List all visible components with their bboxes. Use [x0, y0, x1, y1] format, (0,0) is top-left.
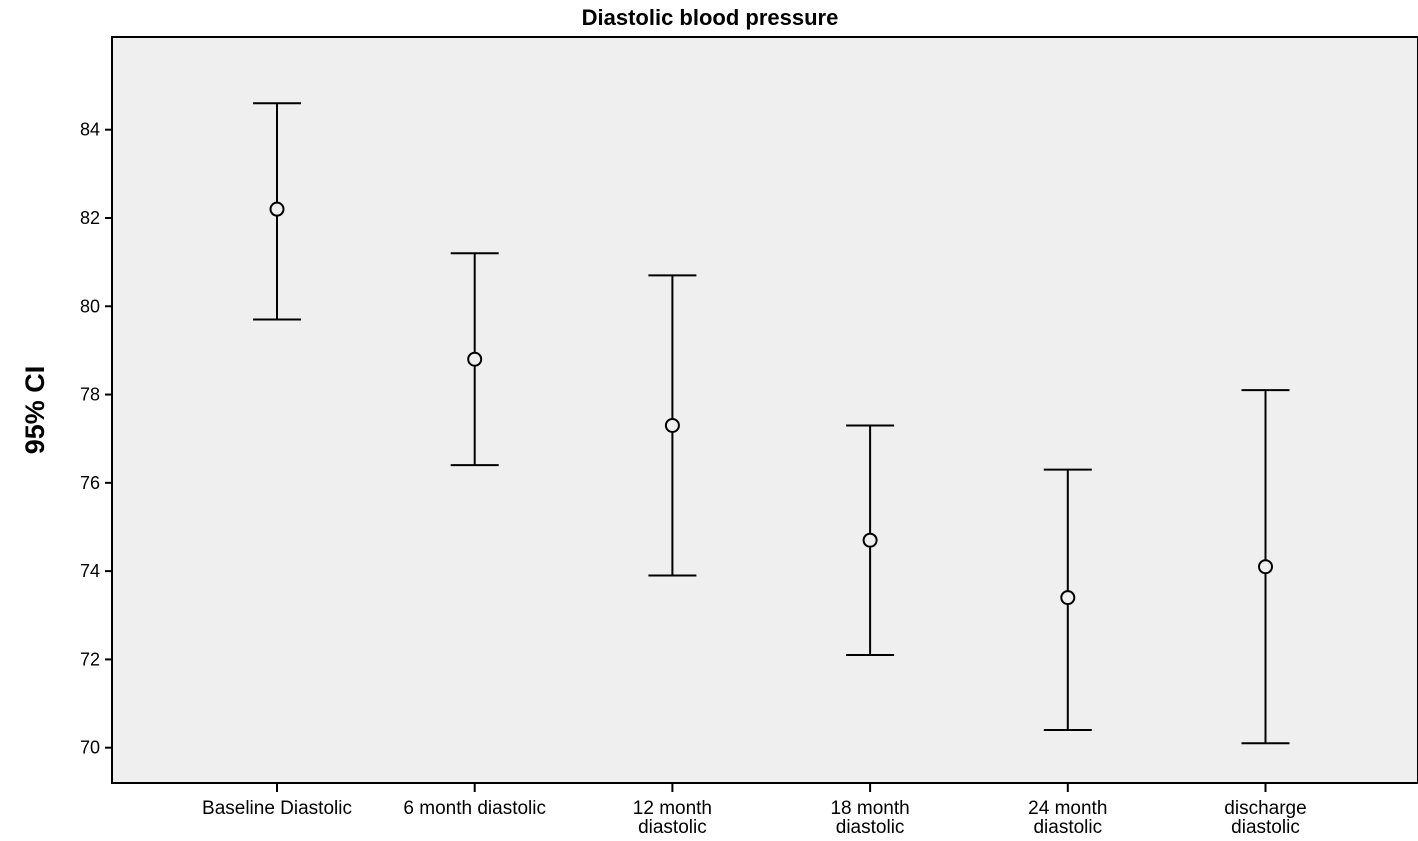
x-tick-label-line: 6 month diastolic — [403, 798, 546, 819]
errorbar-group — [846, 424, 895, 656]
x-tick-label-line: diastolic — [1033, 817, 1102, 836]
y-axis: 70 72 74 76 78 80 82 84 — [80, 120, 112, 758]
errorbar-series — [253, 102, 1290, 745]
errorbar-group — [1241, 389, 1290, 745]
errorbar-group — [648, 274, 697, 577]
errorbar-group — [253, 102, 301, 321]
y-tick-label: 74 — [80, 561, 100, 581]
mean-marker — [1258, 559, 1273, 575]
x-tick-label: Baseline Diastolic — [202, 798, 352, 819]
y-tick-label: 70 — [80, 738, 100, 758]
y-tick-label: 72 — [80, 649, 100, 669]
mean-marker — [1060, 590, 1076, 606]
mean-marker — [664, 417, 680, 433]
x-tick-label: 24 month diastolic — [1028, 798, 1107, 836]
y-tick-label: 76 — [80, 473, 100, 493]
x-tick-label: discharge diastolic — [1224, 798, 1306, 836]
x-tick-label: 12 month diastolic — [633, 798, 712, 836]
errorbar-group — [1043, 468, 1092, 732]
x-tick-label-line: 12 month — [633, 798, 712, 819]
y-tick-label: 82 — [80, 208, 100, 228]
y-tick-label: 84 — [80, 120, 100, 140]
x-tick-label-line: diastolic — [836, 817, 905, 836]
x-tick-label-line: Baseline Diastolic — [202, 798, 352, 819]
x-tick-label-line: 24 month — [1028, 798, 1107, 819]
x-tick-label-line: discharge — [1224, 798, 1306, 819]
mean-marker — [269, 201, 285, 217]
x-tick-label-line: 18 month — [830, 798, 909, 819]
chart-title: Diastolic blood pressure — [582, 5, 839, 30]
x-tick-label: 18 month diastolic — [830, 798, 909, 836]
y-axis-label: 95% CI — [20, 366, 50, 455]
mean-marker — [862, 532, 878, 548]
y-tick-label: 78 — [80, 385, 100, 405]
x-tick-label-line: diastolic — [1231, 817, 1300, 836]
y-tick-label: 80 — [80, 296, 100, 316]
x-tick-label: 6 month diastolic — [403, 798, 546, 819]
x-axis: Baseline Diastolic 6 month diastolic 12 mo… — [202, 783, 1307, 838]
plot-area — [111, 36, 1418, 784]
x-tick-label-line: diastolic — [638, 817, 707, 836]
errorbar-group — [450, 252, 499, 467]
mean-marker — [467, 351, 483, 367]
